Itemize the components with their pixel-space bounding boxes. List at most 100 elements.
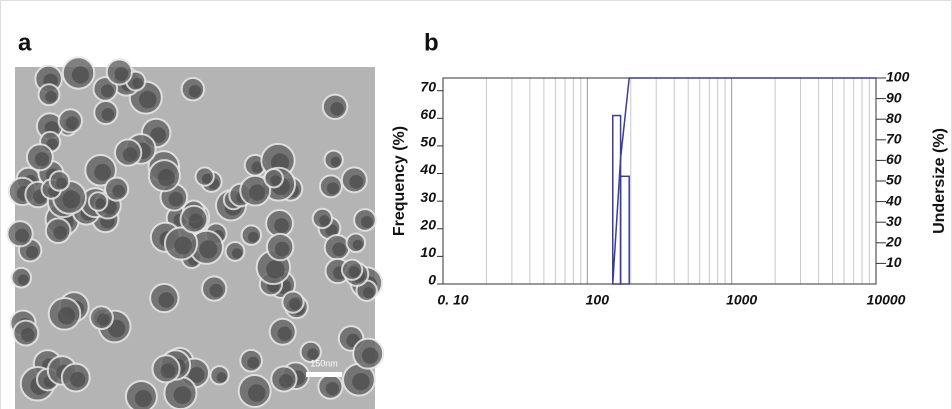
- particle-core: [332, 242, 346, 257]
- particle-core: [57, 307, 76, 325]
- particle-core: [62, 190, 81, 209]
- particle-core: [307, 348, 319, 360]
- particle-core: [100, 84, 114, 98]
- particle-core: [71, 66, 90, 84]
- panel-label: b: [424, 29, 439, 56]
- particle-core: [278, 374, 293, 388]
- micrograph: [6, 56, 385, 409]
- particle-core: [157, 169, 175, 187]
- particle-core: [216, 372, 227, 383]
- y2-tick-label: 30: [886, 213, 902, 229]
- particle-core: [173, 386, 192, 404]
- particle-core: [319, 215, 330, 226]
- scale-bar: [306, 372, 342, 377]
- particle-core: [349, 175, 364, 189]
- particle-core: [15, 228, 30, 243]
- particle-core: [25, 246, 39, 259]
- particle-core: [274, 241, 290, 257]
- particle-core: [188, 213, 204, 229]
- x-tick-label: 1000: [726, 292, 757, 308]
- y2-tick-label: 70: [886, 131, 902, 147]
- particle-core: [17, 274, 29, 286]
- bar: [619, 175, 630, 285]
- particle-core: [65, 116, 79, 130]
- particle-core: [188, 366, 205, 383]
- particle-core: [168, 191, 184, 207]
- particle-core: [158, 292, 175, 308]
- particle-core: [330, 156, 341, 167]
- particle-core: [289, 298, 301, 310]
- y2-tick-label: 40: [885, 192, 902, 208]
- particle-core: [132, 77, 143, 89]
- particle-core: [94, 163, 112, 181]
- y2-tick-label: 90: [886, 89, 902, 105]
- particle-core: [114, 67, 129, 81]
- particle-core: [266, 260, 285, 279]
- particle-core: [138, 90, 157, 109]
- particle-core: [247, 231, 259, 243]
- particle-core: [325, 224, 338, 237]
- particle-core: [361, 347, 379, 364]
- particle-core: [363, 287, 375, 299]
- particle-core: [160, 363, 176, 379]
- y2-axis-label: Undersize (%): [931, 128, 948, 234]
- y-tick-label: 10: [420, 244, 436, 260]
- particle-core: [348, 266, 360, 278]
- x-tick-label: 10000: [867, 292, 906, 308]
- particle-core: [112, 184, 126, 198]
- particle-core: [209, 283, 223, 298]
- particle-core: [56, 177, 67, 189]
- particle-core: [188, 85, 202, 98]
- particle-core: [248, 184, 266, 201]
- cumulative-line: [612, 77, 876, 285]
- particle-core: [247, 384, 266, 402]
- x-tick-label: 100: [586, 292, 610, 308]
- y-tick-label: 40: [419, 161, 436, 177]
- particle-core: [274, 218, 289, 233]
- x-tick-label: 0. 10: [437, 292, 468, 308]
- particle-core: [330, 102, 344, 116]
- y-tick-label: 70: [420, 78, 436, 94]
- particle-core: [251, 161, 263, 173]
- particle-core: [46, 138, 58, 150]
- particle-core: [231, 248, 243, 259]
- particle-core: [107, 319, 126, 338]
- y2-tick-label: 10: [886, 254, 902, 270]
- particle-core: [122, 147, 138, 162]
- particle-core: [70, 371, 86, 388]
- particle-core: [45, 90, 57, 103]
- particle-core: [360, 215, 373, 228]
- particle-core: [101, 108, 115, 121]
- particle-core: [53, 225, 67, 240]
- y2-tick-label: 20: [885, 234, 902, 250]
- y2-tick-label: 80: [886, 110, 902, 126]
- particle-core: [199, 240, 218, 259]
- particle-core: [325, 382, 340, 396]
- particle-core: [326, 182, 339, 195]
- particle-core: [34, 152, 50, 167]
- scale-bar-label: 150nm: [310, 358, 338, 368]
- particle-core: [352, 372, 370, 391]
- y-axis-label: Frequency (%): [391, 126, 408, 236]
- particle-core: [277, 326, 292, 341]
- particle-core: [95, 198, 106, 209]
- y-tick-label: 50: [420, 134, 436, 150]
- y-tick-label: 20: [419, 216, 436, 232]
- y-tick-label: 60: [420, 106, 436, 122]
- y2-tick-label: 50: [886, 172, 902, 188]
- particle-core: [21, 328, 35, 342]
- particle-core: [270, 175, 281, 186]
- panel-label: a: [18, 29, 32, 56]
- y2-tick-label: 100: [886, 69, 910, 85]
- particle-core: [247, 356, 260, 369]
- particle-core: [97, 313, 110, 326]
- y-tick-label: 30: [420, 189, 436, 205]
- particle-core: [134, 389, 152, 408]
- y2-tick-label: 60: [886, 151, 902, 167]
- particle-core: [150, 127, 166, 143]
- y-tick-label: 0: [428, 272, 436, 288]
- plot-frame: [442, 77, 877, 285]
- particle-core: [352, 239, 363, 250]
